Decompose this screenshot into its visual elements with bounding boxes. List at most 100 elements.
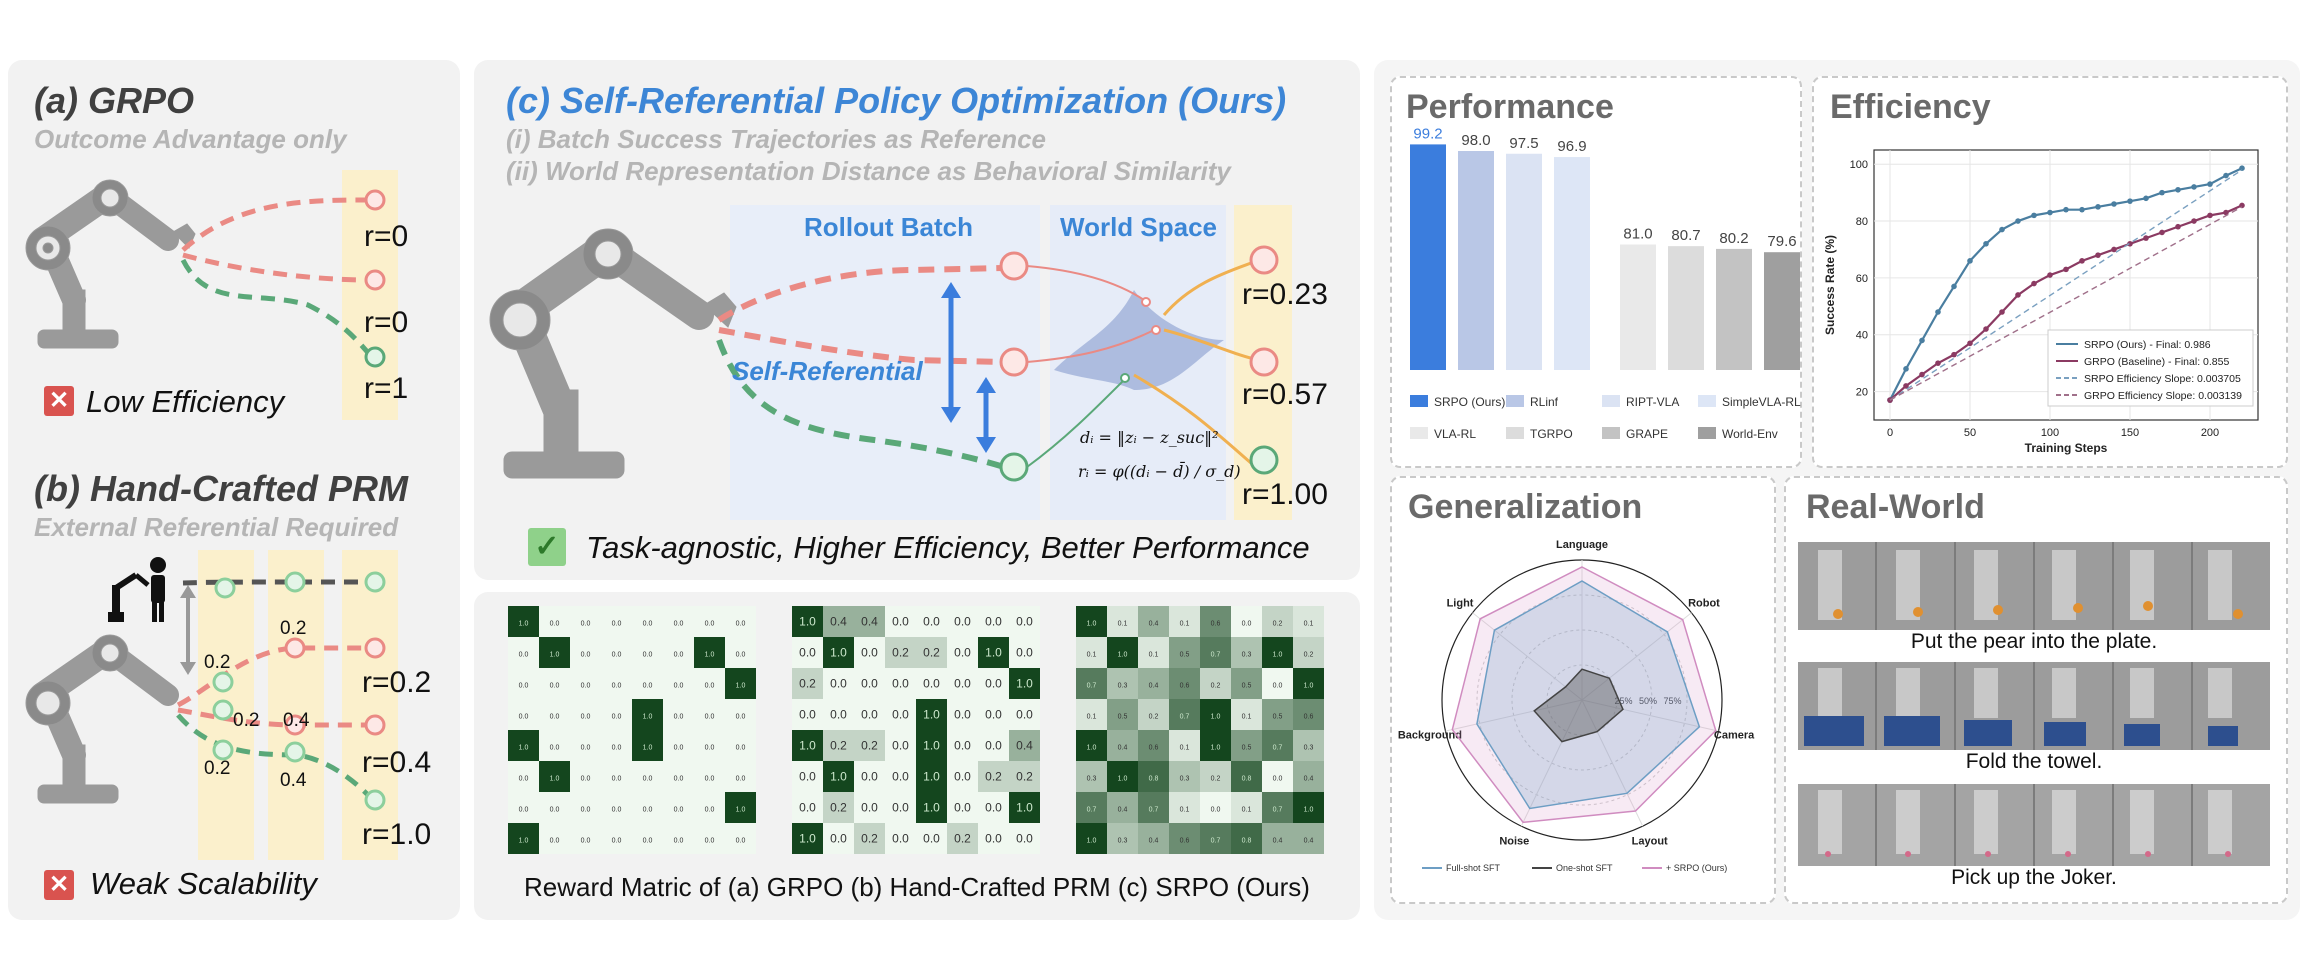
bar	[1554, 157, 1590, 370]
matrix-cell	[947, 730, 978, 761]
matrix-cell	[947, 668, 978, 699]
legend-label: SRPO (Ours)	[1434, 395, 1505, 409]
matrix-cell	[1009, 792, 1040, 823]
matrix-cell	[1169, 699, 1200, 730]
prm-step-reward-3: 0.2	[233, 710, 260, 731]
matrix-cell-value: 1.0	[1087, 621, 1097, 628]
radar-axis	[1520, 699, 1583, 827]
matrix-cell-value: 1.0	[519, 838, 529, 845]
matrix-cell	[1107, 699, 1138, 730]
realworld-frames-1	[1798, 542, 2270, 630]
matrix-cell-value: 0.0	[736, 714, 746, 721]
legend-label: SRPO Efficiency Slope: 0.003705	[2084, 373, 2241, 385]
matrix-cell	[1169, 668, 1200, 699]
matrix-cell	[947, 823, 978, 854]
matrix-cell	[916, 699, 947, 730]
matrix-cell-value: 0.0	[581, 745, 591, 752]
series-point	[2063, 206, 2069, 213]
matrix-cell-value: 0.0	[674, 652, 684, 659]
matrix-cell	[916, 823, 947, 854]
matrix-cell-value: 1.0	[1087, 745, 1097, 752]
matrix-cell-value: 0.0	[581, 714, 591, 721]
matrix-cell	[1200, 730, 1231, 761]
matrix-cell	[570, 606, 601, 637]
self-referential-label: Self-Referential	[732, 356, 923, 386]
matrix-cell-value: 0.0	[736, 745, 746, 752]
matrix-cell	[694, 668, 725, 699]
matrix-cell-value: 0.0	[519, 652, 529, 659]
matrix-cell-value: 0.0	[892, 739, 909, 753]
matrix-cell	[632, 761, 663, 792]
matrix-cell	[916, 668, 947, 699]
check-icon: ✓	[528, 528, 566, 566]
matrix-cell-value: 0.2	[799, 677, 816, 691]
matrix-cell-value: 0.2	[1149, 714, 1159, 721]
matrix-cell	[978, 761, 1009, 792]
matrix-cell-value: 0.1	[1304, 621, 1314, 628]
matrix-cell	[1076, 668, 1107, 699]
series-point	[2223, 172, 2229, 179]
matrix-cell-value: 0.0	[550, 683, 560, 690]
matrix-cell-value: 0.0	[1016, 832, 1033, 846]
matrix-cell	[1200, 699, 1231, 730]
matrix-cell-value: 0.6	[1149, 745, 1159, 752]
legend-label: GRPO (Baseline) - Final: 0.855	[2084, 356, 2229, 368]
x-tick-label: 200	[2201, 427, 2219, 439]
matrix-cell	[1107, 792, 1138, 823]
matrix-cell	[1293, 699, 1324, 730]
srpo-reward-1: r=0.23	[1242, 278, 1328, 311]
matrix-cell-value: 0.4	[1273, 838, 1283, 845]
matrix-cell-value: 0.5	[1180, 652, 1190, 659]
legend-label: TGRPO	[1530, 427, 1573, 441]
matrix-cell-value: 0.0	[736, 838, 746, 845]
bar	[1458, 151, 1494, 370]
matrix-cell	[508, 637, 539, 668]
matrix-cell	[885, 761, 916, 792]
series-point	[2095, 252, 2101, 258]
series-point	[2239, 165, 2245, 171]
legend-label: VLA-RL	[1434, 427, 1476, 441]
efficiency-title: Efficiency	[1830, 88, 1991, 126]
matrix-cell-value: 0.4	[1149, 838, 1159, 845]
matrix-cell	[1107, 668, 1138, 699]
grpo-reward-1: r=0	[364, 220, 409, 253]
matrix-cell	[725, 668, 756, 699]
series-point	[1999, 309, 2005, 315]
matrix-cell-value: 1.0	[923, 739, 940, 753]
radar-axis-label: Layout	[1632, 836, 1668, 848]
matrix-cell	[854, 730, 885, 761]
matrix-cell	[601, 730, 632, 761]
matrix-cell-value: 0.8	[1242, 776, 1252, 783]
matrix-cell-value: 0.0	[799, 770, 816, 784]
matrix-cell-value: 0.0	[954, 770, 971, 784]
matrix-cell	[1262, 606, 1293, 637]
series-point	[1999, 226, 2005, 233]
matrix-cell	[1076, 606, 1107, 637]
series-point	[2143, 235, 2149, 241]
matrix-cell-value: 0.0	[674, 838, 684, 845]
prm-diagram	[25, 550, 398, 860]
matrix-cell	[632, 668, 663, 699]
realworld-task-3: Pick up the Joker.	[1951, 866, 2117, 889]
bar-value-label: 80.2	[1719, 230, 1748, 247]
matrix-cell	[1293, 792, 1324, 823]
matrix-cell-value: 0.0	[581, 838, 591, 845]
matrix-cell-value: 0.4	[1149, 621, 1159, 628]
matrix-cell-value: 0.4	[1016, 739, 1033, 753]
matrix-cell	[1169, 606, 1200, 637]
bar	[1764, 252, 1800, 370]
matrix-cell-value: 0.7	[1273, 807, 1283, 814]
bar	[1410, 144, 1446, 370]
matrix-cell	[601, 606, 632, 637]
matrix-cell	[916, 792, 947, 823]
matrix-cell-value: 0.0	[1242, 621, 1252, 628]
matrix-cell-value: 0.0	[861, 801, 878, 815]
matrix-cell-value: 0.0	[550, 838, 560, 845]
matrix-cell-value: 1.0	[643, 714, 653, 721]
radar-ring-label: 50%	[1639, 696, 1657, 706]
matrix-cell-value: 0.0	[550, 807, 560, 814]
matrix-cell-value: 1.0	[1087, 838, 1097, 845]
prm-step-reward-4: 0.4	[283, 710, 310, 731]
series-point	[1967, 340, 1973, 347]
matrix-caption: Reward Matric of (a) GRPO (b) Hand-Craft…	[524, 872, 1310, 902]
